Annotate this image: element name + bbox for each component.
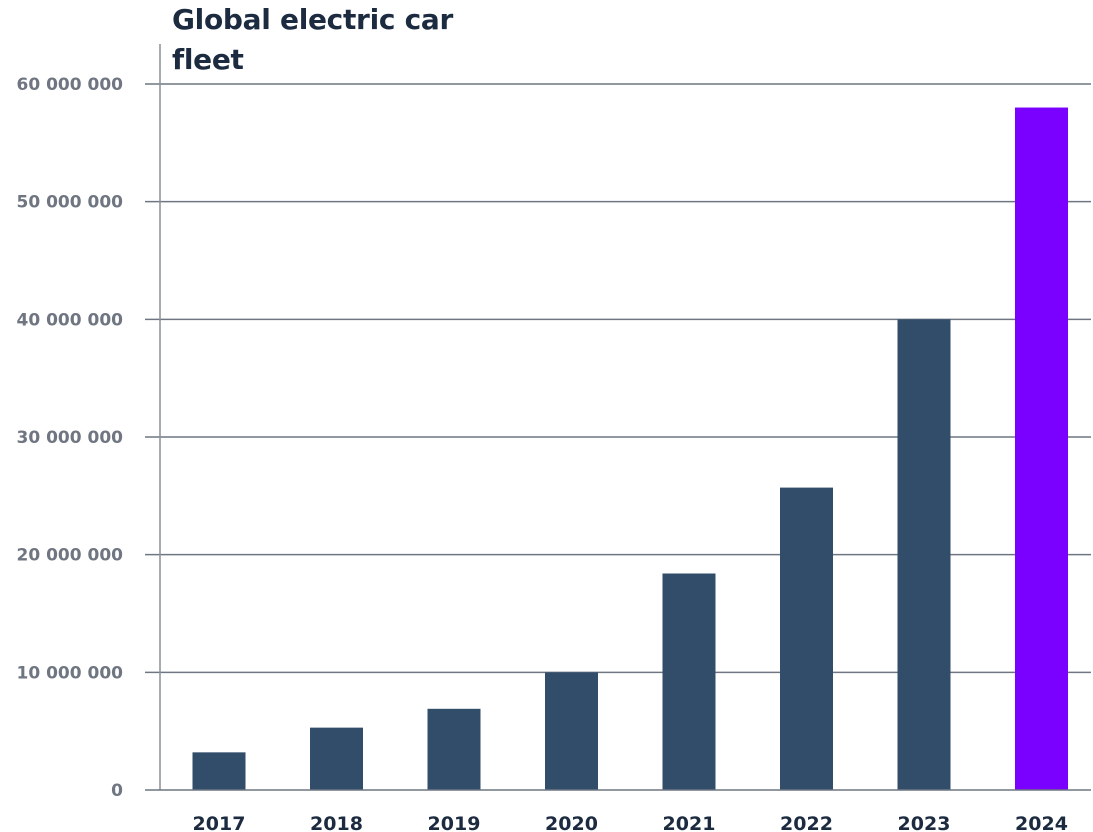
bar-2019 <box>427 708 481 790</box>
x-tick-label: 2020 <box>545 813 598 832</box>
bar-2020 <box>545 672 598 790</box>
x-tick-label: 2017 <box>193 813 246 832</box>
bar-2021 <box>662 573 716 790</box>
x-tick-label: 2019 <box>428 813 481 832</box>
bar-2018 <box>310 727 363 790</box>
x-tick-label: 2021 <box>663 813 716 832</box>
x-tick-label: 2024 <box>1015 813 1068 832</box>
y-tick-label: 20 000 000 <box>17 546 124 566</box>
y-tick-label: 40 000 000 <box>17 310 124 330</box>
x-axis-tick-labels: 2017 2018 2019 2020 2021 2022 2023 2024 <box>193 813 1068 832</box>
y-tick-label: 30 000 000 <box>17 428 124 448</box>
y-tick-label: 60 000 000 <box>17 75 124 95</box>
y-axis-tick-labels: 0 10 000 000 20 000 000 30 000 000 40 000 00… <box>17 75 124 801</box>
bar-2022 <box>780 487 833 790</box>
y-tick-label: 10 000 000 <box>17 663 124 683</box>
y-tick-label: 0 <box>111 781 123 801</box>
x-tick-label: 2018 <box>310 813 363 832</box>
bars <box>192 107 1068 791</box>
x-tick-label: 2023 <box>898 813 951 832</box>
bar-2024 <box>1015 107 1068 791</box>
bar-2023 <box>897 319 951 790</box>
chart-title: Global electric car fleet <box>172 3 454 76</box>
y-tick-label: 50 000 000 <box>17 193 124 213</box>
x-tick-label: 2022 <box>780 813 833 832</box>
bar-2017 <box>192 752 246 790</box>
